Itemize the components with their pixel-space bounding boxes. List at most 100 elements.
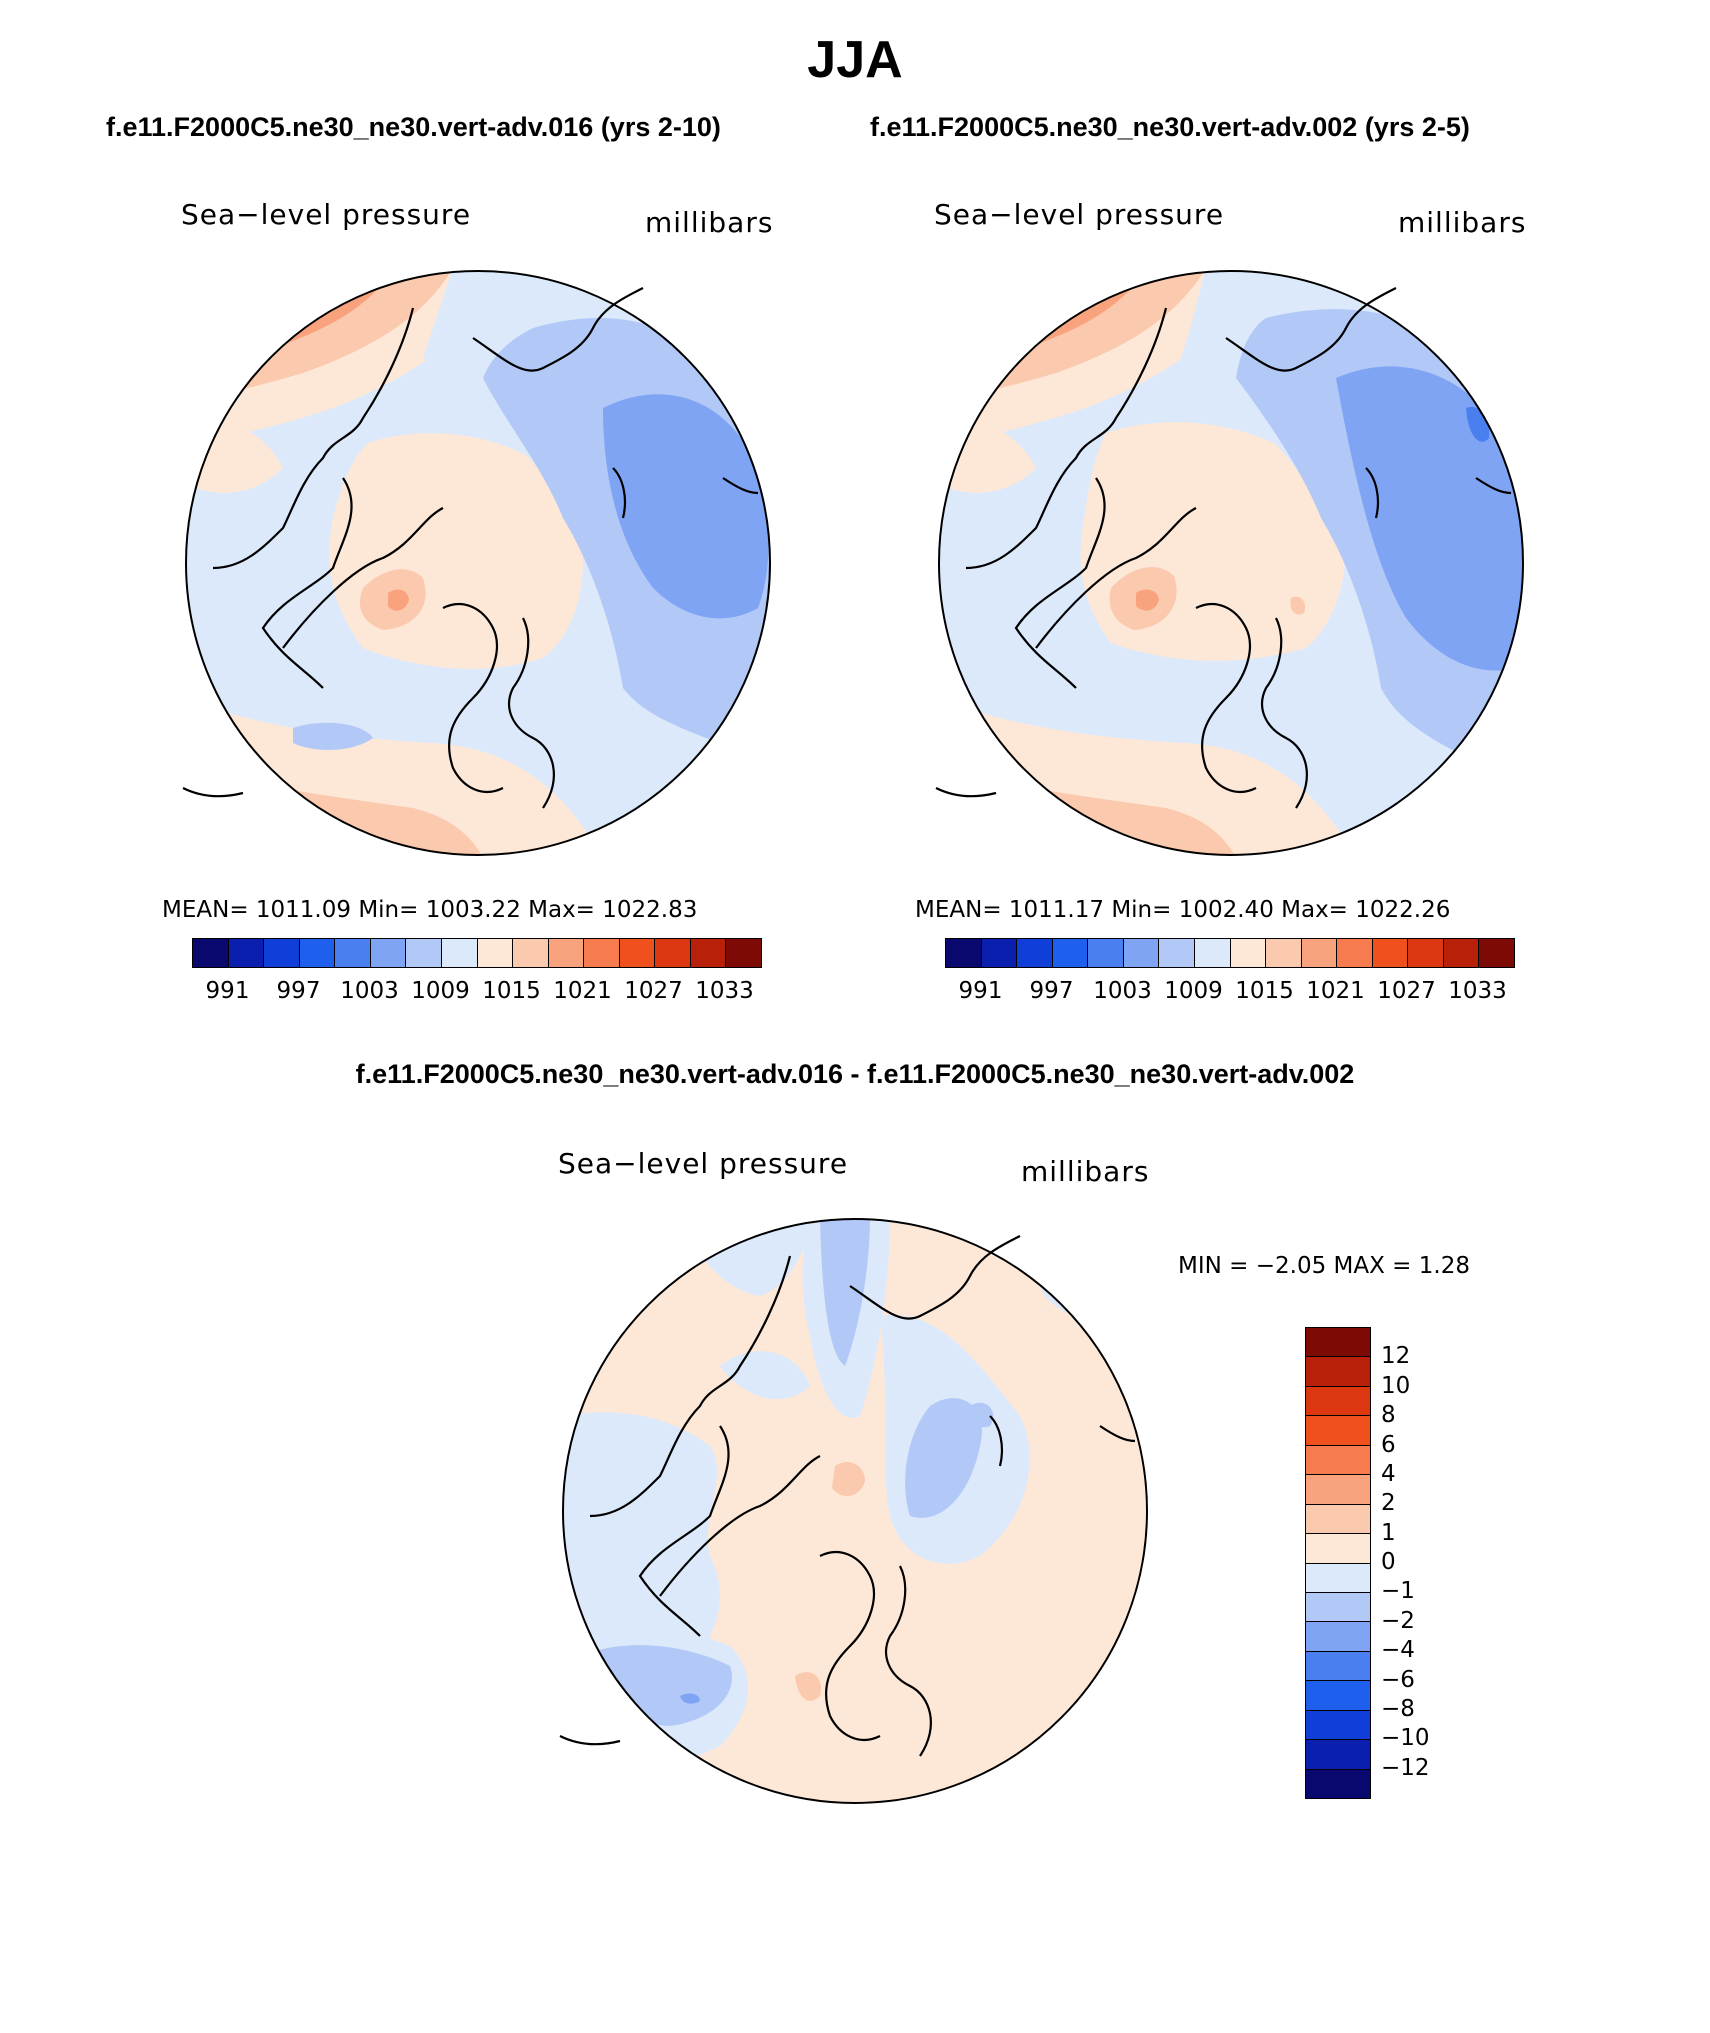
right-colorbar-box bbox=[1337, 939, 1373, 967]
diff-colorbar-label: 4 bbox=[1381, 1460, 1396, 1487]
diff-colorbar-box bbox=[1306, 1504, 1370, 1535]
right-colorbar-label: 1015 bbox=[1235, 978, 1294, 1004]
diff-colorbar-label: −8 bbox=[1381, 1695, 1415, 1722]
right-colorbar-label: 1033 bbox=[1448, 978, 1507, 1004]
left-colorbar-box bbox=[726, 939, 761, 967]
left-colorbar-label: 1027 bbox=[624, 978, 683, 1004]
left-colorbar-box bbox=[370, 939, 407, 967]
diff-colorbar-box bbox=[1306, 1622, 1370, 1652]
right-stats: MEAN= 1011.17 Min= 1002.40 Max= 1022.26 bbox=[915, 897, 1451, 923]
right-colorbar-box bbox=[1230, 939, 1267, 967]
right-colorbar-label: 1009 bbox=[1164, 978, 1223, 1004]
diff-colorbar-box bbox=[1306, 1416, 1370, 1446]
left-colorbar-box bbox=[299, 939, 336, 967]
diff-colorbar-box bbox=[1306, 1651, 1370, 1682]
diff-colorbar-label: 1 bbox=[1381, 1519, 1396, 1546]
diff-colorbar-label: −1 bbox=[1381, 1578, 1415, 1605]
left-colorbar-box bbox=[655, 939, 691, 967]
diff-minmax: MIN = −2.05 MAX = 1.28 bbox=[1178, 1253, 1470, 1279]
right-colorbar-label: 997 bbox=[1029, 978, 1074, 1004]
diff-colorbar-label: −6 bbox=[1381, 1666, 1415, 1693]
right-colorbar-box bbox=[1479, 939, 1514, 967]
left-colorbar-box bbox=[406, 939, 442, 967]
right-colorbar-box bbox=[1372, 939, 1409, 967]
diff-colorbar-label: 0 bbox=[1381, 1549, 1396, 1575]
left-colorbar-box bbox=[264, 939, 300, 967]
left-polar-map bbox=[182, 270, 771, 856]
right-colorbar-box bbox=[1052, 939, 1089, 967]
right-colorbar-labels: 991 997 1003 1009 1015 1021 1027 1033 bbox=[945, 978, 1513, 1008]
left-colorbar-box bbox=[335, 939, 371, 967]
right-colorbar-box bbox=[1266, 939, 1302, 967]
diff-colorbar-label: 2 bbox=[1381, 1490, 1396, 1517]
left-colorbar-labels: 991 997 1003 1009 1015 1021 1027 1033 bbox=[192, 978, 760, 1008]
diff-colorbar-label: 12 bbox=[1381, 1343, 1411, 1370]
left-colorbar-box bbox=[513, 939, 549, 967]
diff-colorbar-box bbox=[1306, 1357, 1370, 1387]
diff-colorbar-box bbox=[1306, 1534, 1370, 1564]
diff-colorbar-labels: 12 10 8 6 4 2 1 0 −1 −2 −4 −6 −8 −10 −12 bbox=[1381, 1327, 1481, 1797]
left-colorbar-label: 1021 bbox=[553, 978, 612, 1004]
diff-colorbar bbox=[1305, 1327, 1371, 1799]
diff-colorbar-label: 10 bbox=[1381, 1372, 1411, 1399]
left-colorbar-label: 1015 bbox=[482, 978, 541, 1004]
diff-colorbar-box bbox=[1306, 1592, 1370, 1623]
left-colorbar-label: 1003 bbox=[340, 978, 399, 1004]
right-colorbar-box bbox=[946, 939, 982, 967]
left-colorbar-box bbox=[228, 939, 265, 967]
right-colorbar-box bbox=[1194, 939, 1231, 967]
left-colorbar-box bbox=[584, 939, 620, 967]
left-case-title: f.e11.F2000C5.ne30_ne30.vert-adv.016 (yr… bbox=[106, 112, 721, 142]
diff-units-label: millibars bbox=[1021, 1155, 1150, 1188]
left-units-label: millibars bbox=[645, 206, 774, 239]
right-colorbar-box bbox=[981, 939, 1018, 967]
diff-colorbar-label: −2 bbox=[1381, 1607, 1415, 1634]
right-colorbar-label: 1027 bbox=[1377, 978, 1436, 1004]
left-colorbar bbox=[192, 938, 762, 968]
right-colorbar-box bbox=[1017, 939, 1053, 967]
right-colorbar-box bbox=[1443, 939, 1480, 967]
left-colorbar-box bbox=[441, 939, 478, 967]
left-colorbar-label: 997 bbox=[276, 978, 321, 1004]
diff-colorbar-box bbox=[1306, 1740, 1370, 1770]
right-colorbar-box bbox=[1408, 939, 1444, 967]
diff-colorbar-label: −12 bbox=[1381, 1754, 1430, 1781]
left-stats: MEAN= 1011.09 Min= 1003.22 Max= 1022.83 bbox=[162, 897, 698, 923]
diff-colorbar-box bbox=[1306, 1769, 1370, 1798]
right-colorbar-box bbox=[1123, 939, 1160, 967]
left-colorbar-label: 1033 bbox=[695, 978, 754, 1004]
diff-colorbar-box bbox=[1306, 1710, 1370, 1741]
left-variable-label: Sea−level pressure bbox=[181, 198, 472, 231]
right-colorbar-box bbox=[1301, 939, 1338, 967]
diff-variable-label: Sea−level pressure bbox=[558, 1147, 849, 1180]
diff-colorbar-box bbox=[1306, 1475, 1370, 1505]
left-colorbar-label: 991 bbox=[205, 978, 250, 1004]
diff-colorbar-box bbox=[1306, 1445, 1370, 1476]
diff-colorbar-label: 8 bbox=[1381, 1402, 1396, 1429]
right-colorbar-box bbox=[1159, 939, 1195, 967]
right-colorbar-label: 991 bbox=[958, 978, 1003, 1004]
left-colorbar-box bbox=[193, 939, 229, 967]
right-units-label: millibars bbox=[1398, 206, 1527, 239]
diff-colorbar-box bbox=[1306, 1563, 1370, 1593]
diff-case-title: f.e11.F2000C5.ne30_ne30.vert-adv.016 - f… bbox=[355, 1059, 1355, 1089]
diff-colorbar-box bbox=[1306, 1386, 1370, 1417]
diff-polar-map bbox=[559, 1218, 1148, 1804]
right-case-title: f.e11.F2000C5.ne30_ne30.vert-adv.002 (yr… bbox=[870, 112, 1470, 142]
left-colorbar-box bbox=[690, 939, 727, 967]
diff-colorbar-box bbox=[1306, 1328, 1370, 1358]
diff-colorbar-label: 6 bbox=[1381, 1431, 1396, 1458]
diff-colorbar-label: −10 bbox=[1381, 1725, 1430, 1752]
left-colorbar-label: 1009 bbox=[411, 978, 470, 1004]
right-colorbar-label: 1003 bbox=[1093, 978, 1152, 1004]
left-colorbar-box bbox=[548, 939, 585, 967]
right-polar-map bbox=[935, 270, 1524, 856]
left-colorbar-box bbox=[619, 939, 656, 967]
diff-colorbar-label: −4 bbox=[1381, 1637, 1415, 1664]
right-colorbar-label: 1021 bbox=[1306, 978, 1365, 1004]
diff-colorbar-box bbox=[1306, 1681, 1370, 1711]
right-colorbar bbox=[945, 938, 1515, 968]
page-title: JJA bbox=[807, 31, 903, 89]
right-variable-label: Sea−level pressure bbox=[934, 198, 1225, 231]
left-colorbar-box bbox=[477, 939, 514, 967]
